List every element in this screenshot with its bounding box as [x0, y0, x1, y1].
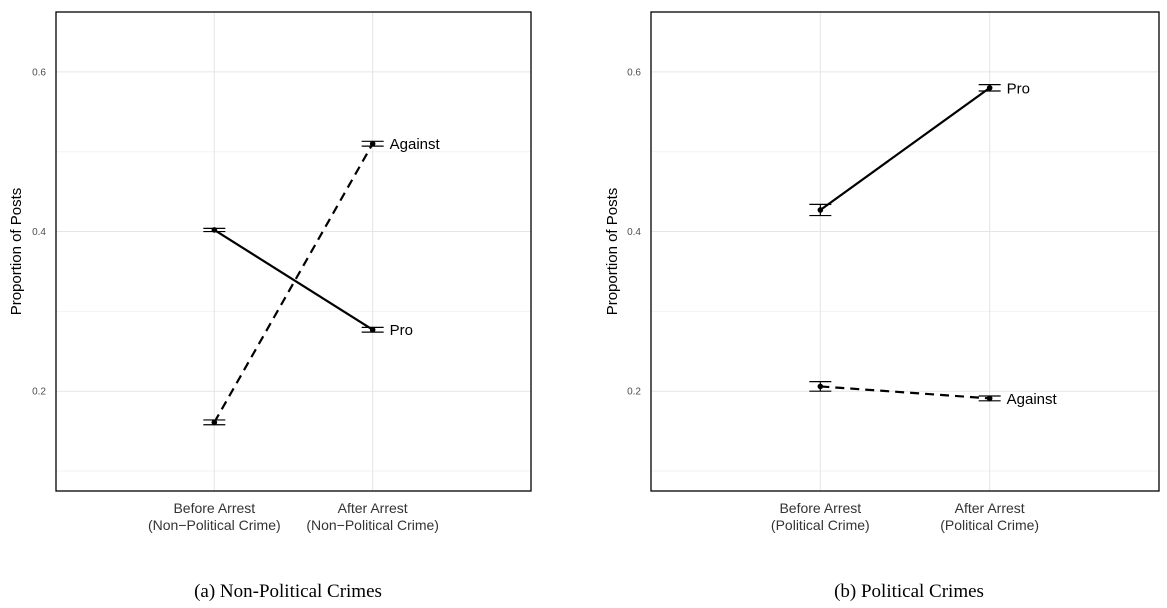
data-point — [817, 207, 824, 213]
series-label-against: Against — [390, 136, 441, 153]
series-line-pro — [213, 229, 374, 331]
data-point — [986, 85, 993, 91]
data-point — [211, 419, 218, 426]
series-label-pro: Pro — [1007, 80, 1030, 97]
y-axis-title: Proportion of Posts — [8, 188, 25, 316]
panel-border — [650, 11, 1160, 492]
x-tick-label: After Arrest (Non−Political Crime) — [306, 500, 439, 533]
panel-caption: (a) Non-Political Crimes — [194, 581, 382, 602]
series-label-pro: Pro — [390, 322, 413, 339]
y-tick-label: 0.6 — [32, 67, 46, 78]
data-point — [986, 395, 993, 402]
y-tick-label: 0.4 — [32, 227, 46, 238]
data-point — [369, 140, 376, 147]
y-tick-label: 0.4 — [627, 227, 641, 238]
data-point — [817, 383, 824, 390]
x-tick-label: Before Arrest (Political Crime) — [771, 500, 870, 533]
chart-panel-2: 0.2 0.4 0.6 Before Arrest (Political Crime) A… — [604, 11, 1160, 602]
y-tick-label: 0.2 — [32, 387, 46, 398]
y-tick-label: 0.2 — [627, 387, 641, 398]
panel-border — [55, 11, 532, 492]
data-point — [369, 326, 376, 333]
y-tick-label: 0.6 — [627, 67, 641, 78]
series-line-against — [820, 385, 990, 400]
chart-panel-1: 0.2 0.4 0.6 Before Arrest (Non−Political Cri… — [8, 11, 532, 602]
series-line-pro — [819, 86, 991, 211]
series-label-against: Against — [1007, 391, 1058, 408]
data-point — [211, 227, 218, 233]
panel-caption: (b) Political Crimes — [834, 581, 984, 602]
x-tick-label: Before Arrest (Non−Political Crime) — [148, 500, 281, 533]
x-tick-label: After Arrest (Political Crime) — [940, 500, 1039, 533]
y-axis-title: Proportion of Posts — [604, 188, 621, 316]
series-line-against — [213, 143, 374, 423]
